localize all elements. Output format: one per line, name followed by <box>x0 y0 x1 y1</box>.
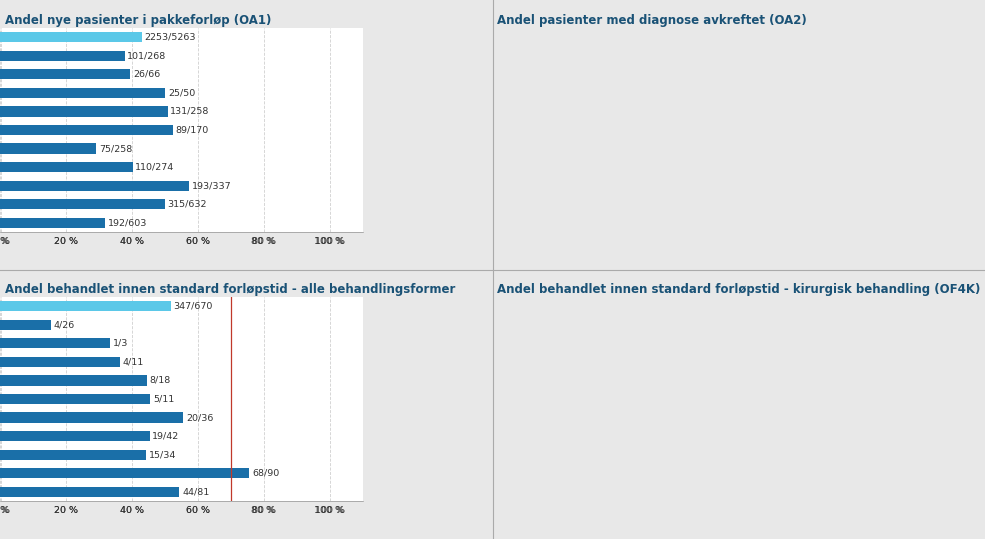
Bar <box>0 338 215 349</box>
Bar <box>1 106 167 116</box>
Text: 110/274: 110/274 <box>135 163 174 171</box>
Bar <box>0 181 241 191</box>
Text: 20/36: 20/36 <box>186 413 214 422</box>
Text: 111/154: 111/154 <box>240 413 279 422</box>
Bar <box>1 218 105 228</box>
Bar <box>1 375 147 385</box>
Bar <box>0 450 177 460</box>
Text: 42/47: 42/47 <box>296 88 324 98</box>
Bar <box>0 320 167 330</box>
Bar <box>0 143 277 154</box>
Bar <box>1 338 110 349</box>
Text: 15/23: 15/23 <box>218 339 244 348</box>
Bar <box>0 218 231 228</box>
Text: 4/26: 4/26 <box>54 320 75 329</box>
Text: 65/102: 65/102 <box>213 376 245 385</box>
Text: 44/81: 44/81 <box>182 487 209 496</box>
Text: 78/161: 78/161 <box>163 432 195 440</box>
Text: 150/205: 150/205 <box>243 181 283 190</box>
Bar <box>1 431 150 441</box>
Bar <box>0 301 206 312</box>
Text: 75/258: 75/258 <box>98 144 132 153</box>
Text: 315/632: 315/632 <box>167 199 207 209</box>
Bar <box>1 88 165 98</box>
Text: 16/35: 16/35 <box>154 357 180 367</box>
Bar <box>0 162 260 172</box>
Bar <box>1 199 164 209</box>
Bar <box>0 375 210 385</box>
Bar <box>1 70 130 79</box>
Bar <box>1 357 120 367</box>
Text: 2971/3610: 2971/3610 <box>274 33 325 42</box>
Text: 131/258: 131/258 <box>170 107 210 116</box>
Bar <box>1 301 171 312</box>
Text: 68/90: 68/90 <box>252 469 279 478</box>
Bar <box>0 412 237 423</box>
Bar <box>0 70 329 79</box>
Text: 347/670: 347/670 <box>173 302 213 311</box>
Bar <box>0 468 232 478</box>
Text: Andel nye pasienter i pakkeforløp (OA1): Andel nye pasienter i pakkeforløp (OA1) <box>5 15 271 27</box>
Bar <box>1 468 249 478</box>
Text: 193/337: 193/337 <box>192 181 231 190</box>
Text: 192/603: 192/603 <box>108 218 148 227</box>
Bar <box>1 412 183 423</box>
Bar <box>0 88 295 98</box>
Text: 154/218: 154/218 <box>235 469 275 478</box>
Text: 2253/5263: 2253/5263 <box>144 33 196 42</box>
Text: 89/170: 89/170 <box>175 126 209 135</box>
Bar <box>0 487 227 497</box>
Bar <box>1 394 151 404</box>
Text: 163/241: 163/241 <box>226 51 265 60</box>
Text: 8/18: 8/18 <box>150 376 170 385</box>
Bar <box>0 125 250 135</box>
Text: 297/422: 297/422 <box>234 218 274 227</box>
Bar <box>0 357 151 367</box>
Text: 4/11: 4/11 <box>123 357 144 367</box>
Text: 1435/2299: 1435/2299 <box>208 302 260 311</box>
Bar <box>0 106 296 116</box>
Bar <box>0 431 160 441</box>
Bar <box>1 143 97 154</box>
Text: 1/3: 1/3 <box>113 339 128 348</box>
Bar <box>1 162 133 172</box>
Text: 58/114: 58/114 <box>170 320 204 329</box>
Bar <box>0 32 271 43</box>
Text: 5/11: 5/11 <box>153 395 174 404</box>
Text: 119/132: 119/132 <box>299 107 339 116</box>
Text: 19/42: 19/42 <box>152 432 179 440</box>
Text: Andel pasienter med diagnose avkreftet (OA2): Andel pasienter med diagnose avkreftet (… <box>496 15 807 27</box>
Text: 85/112: 85/112 <box>252 126 286 135</box>
Text: 38/38: 38/38 <box>332 70 360 79</box>
Text: 23/49: 23/49 <box>158 395 184 404</box>
Text: 154/224: 154/224 <box>229 487 268 496</box>
Bar <box>1 51 125 61</box>
Text: 203/257: 203/257 <box>263 163 302 171</box>
Bar <box>1 450 146 460</box>
Bar <box>1 181 189 191</box>
Bar <box>1 125 173 135</box>
Text: 15/34: 15/34 <box>149 450 175 459</box>
Bar <box>1 32 142 43</box>
Bar <box>1 320 51 330</box>
Text: 61/113: 61/113 <box>180 450 214 459</box>
Bar <box>0 199 298 209</box>
Text: 207/246: 207/246 <box>280 144 319 153</box>
Bar <box>1 487 179 497</box>
Text: 313/345: 313/345 <box>301 199 341 209</box>
Text: 26/66: 26/66 <box>133 70 161 79</box>
Text: Andel behandlet innen standard forløpstid - alle behandlingsformer: Andel behandlet innen standard forløpsti… <box>5 284 455 296</box>
Bar <box>0 394 155 404</box>
Text: 25/50: 25/50 <box>167 88 195 98</box>
Text: 101/268: 101/268 <box>127 51 166 60</box>
Text: Andel behandlet innen standard forløpstid - kirurgisk behandling (OF4K): Andel behandlet innen standard forløpsti… <box>496 284 980 296</box>
Bar <box>0 51 223 61</box>
